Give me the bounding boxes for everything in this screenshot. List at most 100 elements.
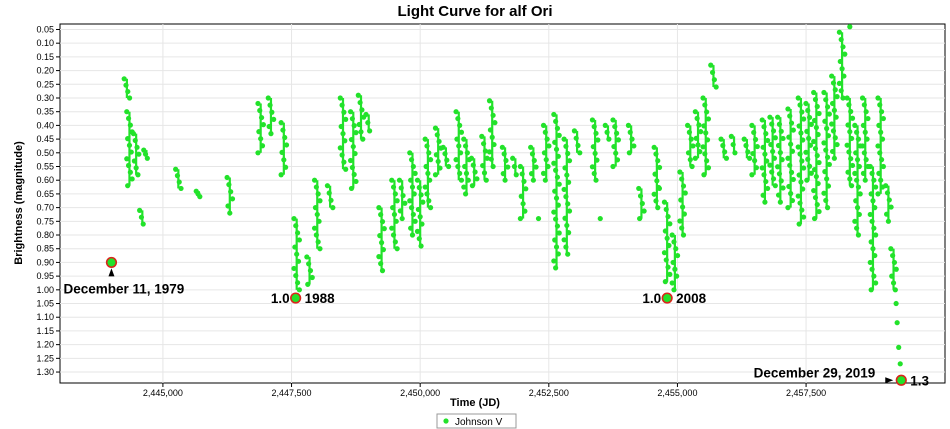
data-point xyxy=(610,163,616,170)
y-tick-label: 0.25 xyxy=(36,79,54,89)
data-point xyxy=(806,114,813,121)
data-point xyxy=(389,225,395,231)
data-point xyxy=(692,155,698,161)
data-point xyxy=(846,149,852,155)
data-point xyxy=(833,114,839,120)
data-point xyxy=(686,129,693,135)
data-point xyxy=(753,165,760,171)
data-point xyxy=(563,143,569,149)
data-point xyxy=(761,172,767,178)
data-point xyxy=(673,246,679,252)
data-point xyxy=(326,190,332,196)
data-point xyxy=(826,161,832,168)
data-point xyxy=(690,143,696,149)
data-point xyxy=(410,163,416,170)
x-tick-label: 2,452,500 xyxy=(529,388,569,398)
data-point xyxy=(803,100,809,107)
data-cluster xyxy=(821,89,832,211)
data-point xyxy=(227,210,233,216)
data-point xyxy=(829,100,836,107)
data-point xyxy=(856,211,862,218)
data-point xyxy=(853,198,859,204)
data-point xyxy=(669,232,675,238)
data-point xyxy=(752,158,758,164)
data-point xyxy=(859,95,866,101)
data-point xyxy=(337,145,343,151)
data-point xyxy=(528,171,535,177)
data-point xyxy=(770,176,777,182)
data-point xyxy=(424,143,430,149)
data-point xyxy=(801,165,807,171)
data-cluster xyxy=(829,73,840,161)
data-point xyxy=(849,183,855,189)
data-cluster xyxy=(137,207,146,227)
data-point xyxy=(805,156,811,162)
data-point xyxy=(555,202,561,208)
data-point xyxy=(530,177,536,183)
data-point xyxy=(278,120,284,126)
data-point xyxy=(677,218,683,224)
y-tick-label: 0.70 xyxy=(36,203,54,213)
data-point xyxy=(811,138,817,145)
data-point xyxy=(775,114,781,120)
data-point xyxy=(875,143,881,149)
data-point xyxy=(552,139,558,145)
data-point xyxy=(788,141,794,147)
data-point xyxy=(786,183,792,190)
data-point xyxy=(126,95,133,101)
data-point xyxy=(897,361,903,367)
data-point xyxy=(743,142,749,149)
data-cluster xyxy=(291,215,302,293)
data-point xyxy=(462,191,469,197)
data-point xyxy=(296,237,302,243)
data-point xyxy=(877,102,883,108)
data-point xyxy=(855,184,862,190)
legend: Johnson V xyxy=(436,413,517,429)
data-point xyxy=(720,142,726,149)
data-point xyxy=(422,184,428,190)
data-point xyxy=(533,164,539,170)
data-point xyxy=(752,136,759,143)
data-point xyxy=(796,221,802,227)
data-point xyxy=(636,185,642,192)
data-point xyxy=(848,108,854,115)
data-point xyxy=(552,188,558,194)
data-point xyxy=(803,149,809,155)
data-point xyxy=(469,183,476,189)
data-point xyxy=(768,141,774,148)
data-point xyxy=(491,141,497,148)
data-point xyxy=(888,204,894,210)
data-point xyxy=(553,118,559,125)
data-point xyxy=(785,106,791,112)
data-point xyxy=(824,125,830,132)
data-point xyxy=(772,135,778,141)
data-point xyxy=(749,172,755,178)
data-point xyxy=(795,95,801,101)
data-point xyxy=(653,151,659,157)
data-point xyxy=(307,268,314,274)
data-cluster xyxy=(141,147,150,161)
data-cluster xyxy=(571,128,583,156)
data-cluster xyxy=(836,29,848,101)
data-cluster xyxy=(718,136,730,161)
data-point xyxy=(704,158,710,164)
data-point xyxy=(689,163,695,170)
data-cluster xyxy=(749,122,760,178)
data-point xyxy=(888,246,894,252)
y-tick-label: 1.25 xyxy=(36,353,54,363)
data-point xyxy=(463,170,470,176)
data-point xyxy=(890,280,897,286)
data-point xyxy=(131,158,137,164)
data-point xyxy=(132,137,138,144)
data-point xyxy=(432,172,439,178)
data-point xyxy=(378,240,385,246)
data-point xyxy=(338,123,344,130)
data-point xyxy=(376,254,382,260)
data-point xyxy=(745,149,751,155)
data-point xyxy=(457,122,463,128)
data-point xyxy=(562,215,568,221)
data-point xyxy=(785,155,791,161)
data-point xyxy=(760,192,766,198)
data-point xyxy=(806,135,812,141)
data-point xyxy=(551,209,557,215)
